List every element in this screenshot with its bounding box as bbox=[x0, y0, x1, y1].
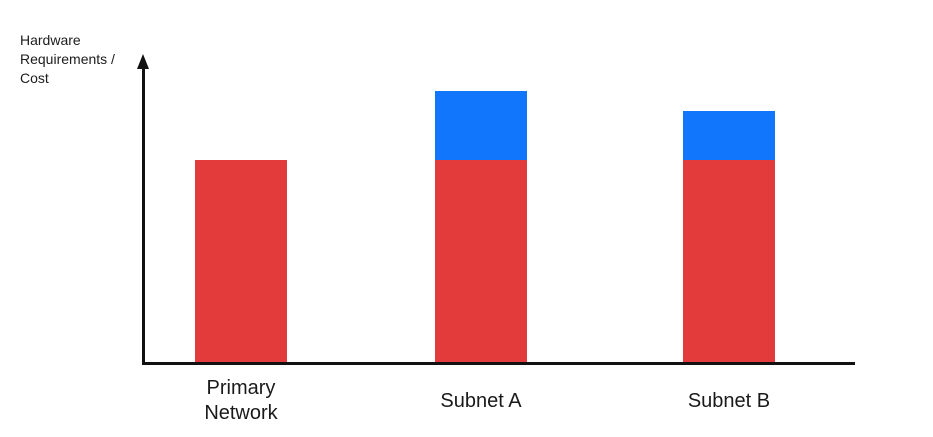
y-axis-label: Hardware Requirements / Cost bbox=[20, 32, 115, 86]
bar-subnet-a-additional-subnet-cost bbox=[435, 91, 527, 160]
bar-subnet-a-base-hardware-cost bbox=[435, 160, 527, 363]
bar-subnet-b-base-hardware-cost bbox=[683, 160, 775, 363]
category-label-subnet-a: Subnet A bbox=[440, 389, 522, 412]
bar-primary-network-base-hardware-cost bbox=[195, 160, 287, 363]
category-label-subnet-b: Subnet B bbox=[687, 389, 771, 412]
category-label-primary-network: Primary Network bbox=[204, 377, 278, 424]
bar-subnet-b-additional-subnet-cost bbox=[683, 111, 775, 160]
x-axis-line bbox=[142, 362, 855, 365]
y-axis-arrow-icon bbox=[137, 54, 149, 69]
y-axis-line bbox=[142, 66, 145, 365]
